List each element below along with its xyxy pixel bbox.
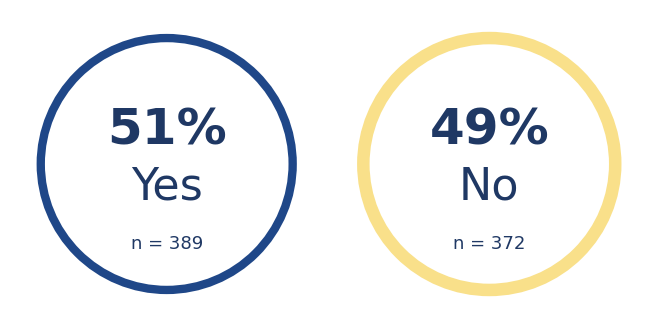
Text: n = 389: n = 389 <box>131 235 203 253</box>
Text: n = 372: n = 372 <box>453 235 525 253</box>
Text: 49%: 49% <box>430 106 549 154</box>
Text: 51%: 51% <box>107 106 226 154</box>
Text: Yes: Yes <box>131 166 203 209</box>
Text: No: No <box>459 166 520 209</box>
